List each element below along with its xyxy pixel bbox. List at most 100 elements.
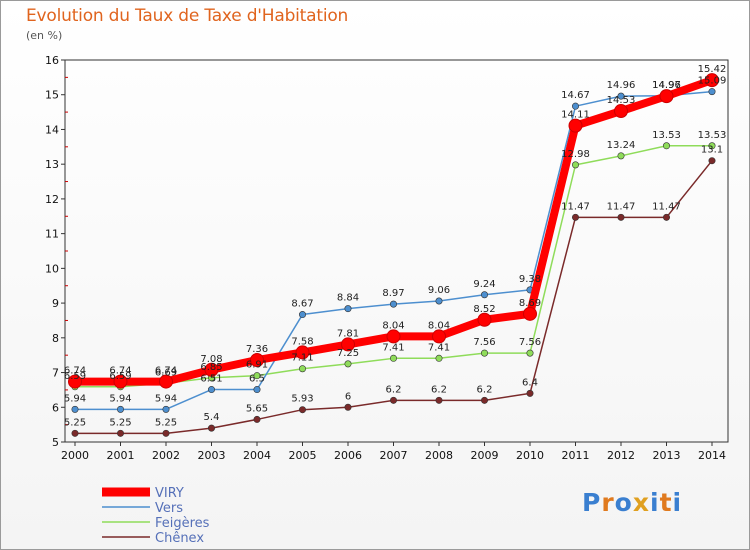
data-point (617, 92, 625, 100)
data-label: 9.24 (473, 279, 495, 290)
x-tick-label: 2004 (243, 449, 271, 462)
data-point (659, 89, 674, 104)
data-label: 6.51 (200, 374, 222, 385)
data-point (477, 312, 492, 327)
x-tick-label: 2002 (152, 449, 180, 462)
data-label: 8.84 (337, 293, 359, 304)
legend-label: VIRY (155, 486, 184, 501)
series-0 (68, 73, 719, 389)
data-label: 5.4 (204, 412, 220, 423)
x-tick-label: 2005 (289, 449, 317, 462)
data-point (705, 73, 719, 88)
data-point (162, 405, 170, 413)
data-point (341, 337, 355, 352)
proxiti-logo: Proxiti (582, 488, 682, 517)
data-point (435, 396, 443, 404)
y-tick-label: 15 (45, 89, 59, 102)
data-label: 6.74 (109, 366, 131, 377)
data-point (389, 300, 397, 308)
data-label: 7.41 (382, 342, 404, 353)
y-tick-label: 9 (52, 297, 59, 310)
data-label: 7.56 (519, 337, 541, 348)
data-point (250, 353, 264, 368)
x-tick-label: 2011 (562, 449, 590, 462)
data-label: 14.97 (652, 80, 681, 91)
data-point (68, 374, 82, 389)
y-tick-label: 7 (52, 367, 59, 380)
data-point (159, 374, 173, 389)
data-labels: 6.74 6.74 6.74 7.08 7.36 7.58 7.81 8.04 8.04 8.52… (64, 64, 726, 428)
legend-label: Feigères (155, 516, 210, 531)
data-point (253, 415, 261, 423)
data-label: 9.06 (428, 285, 450, 296)
data-label: 6.74 (155, 366, 177, 377)
data-point (344, 305, 352, 313)
data-label: 14.96 (607, 80, 636, 91)
data-label: 11.47 (652, 201, 681, 212)
data-point (571, 102, 579, 110)
data-label: 6.5 (249, 374, 265, 385)
data-label: 7.36 (246, 344, 268, 355)
x-tick-label: 2007 (380, 449, 408, 462)
x-tick-label: 2001 (107, 449, 135, 462)
data-label: 7.56 (473, 337, 495, 348)
data-label: 15.42 (698, 64, 727, 75)
data-label: 8.04 (428, 320, 450, 331)
x-tick-label: 2009 (471, 449, 499, 462)
y-tick-label: 6 (52, 401, 59, 414)
data-point (571, 161, 579, 169)
logo-letter: i (672, 488, 683, 517)
data-point (253, 386, 261, 394)
data-point (568, 118, 583, 133)
data-label: 5.94 (109, 393, 131, 404)
data-label: 6.2 (431, 384, 447, 395)
y-tick-label: 10 (45, 262, 59, 275)
data-point (435, 354, 443, 362)
data-point (480, 291, 488, 299)
data-point (117, 405, 125, 413)
x-tick-label: 2003 (198, 449, 226, 462)
data-label: 7.41 (428, 342, 450, 353)
x-tick-label: 2008 (425, 449, 453, 462)
data-label: 6.91 (246, 360, 268, 371)
x-tick-label: 2013 (653, 449, 681, 462)
data-point (208, 424, 216, 432)
y-tick-label: 8 (52, 332, 59, 345)
data-label: 12.98 (561, 149, 590, 160)
data-label: 6.69 (155, 367, 177, 378)
y-tick-label: 5 (52, 436, 59, 449)
logo-letter: x (632, 488, 650, 517)
legend-label: Chênex (155, 531, 204, 546)
data-point (386, 329, 401, 344)
data-point (526, 349, 534, 357)
y-tick-label: 14 (45, 123, 59, 136)
data-label: 5.94 (155, 393, 177, 404)
y-tick-label: 16 (45, 54, 59, 67)
data-label: 9.38 (519, 274, 541, 285)
data-label: 14.11 (561, 110, 590, 121)
data-point (204, 362, 219, 377)
data-label: 5.65 (246, 403, 268, 414)
data-label: 7.81 (337, 328, 359, 339)
x-tick-label: 2006 (334, 449, 362, 462)
data-point (708, 157, 716, 165)
data-point (298, 311, 306, 319)
x-tick-label: 2012 (607, 449, 635, 462)
data-point (298, 406, 306, 414)
data-point (617, 152, 625, 160)
x-tick-label: 2000 (61, 449, 89, 462)
data-label: 5.25 (155, 417, 177, 428)
data-label: 13.53 (652, 130, 681, 141)
data-point (571, 213, 579, 221)
data-point (432, 329, 446, 344)
data-label: 11.47 (561, 201, 590, 212)
series-1 (71, 88, 716, 413)
data-label: 8.04 (382, 320, 404, 331)
data-point (344, 403, 352, 411)
data-label: 15.09 (698, 76, 727, 87)
data-point (708, 142, 716, 150)
legend-label: Vers (155, 501, 183, 516)
y-tick-label: 11 (45, 228, 59, 241)
